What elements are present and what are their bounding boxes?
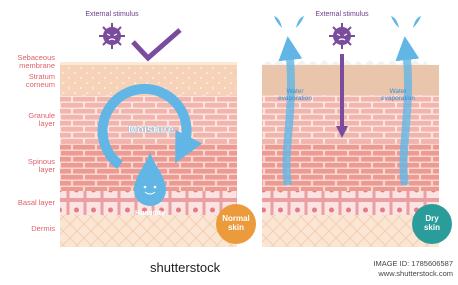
layer-label: Basal layer xyxy=(18,198,56,207)
label-line: Spinous xyxy=(28,157,55,166)
badge xyxy=(412,204,452,244)
footer: shutterstock IMAGE ID: 1785606587 www.sh… xyxy=(0,256,458,280)
stimulus-label: External stimulus xyxy=(85,11,139,18)
label-line: layer xyxy=(39,165,56,174)
layer-label: Stratum corneum xyxy=(26,72,55,89)
label-line: Granule xyxy=(28,111,55,120)
layer-label: Sebaceous membrane xyxy=(17,53,55,70)
dry-panel: External stimulus Water evaporation Water… xyxy=(274,11,452,244)
moisture-arrow xyxy=(97,83,203,170)
evaporation-arrow xyxy=(278,36,303,186)
label-line: membrane xyxy=(19,61,55,70)
label-line: corneum xyxy=(26,80,55,89)
layer-labels: Sebaceous membrane Stratum corneum Granule… xyxy=(17,53,55,233)
layer-label: Dermis xyxy=(31,224,55,233)
brand: shutterstock xyxy=(150,260,221,275)
badge-line: Normal xyxy=(222,214,250,223)
virus-icon xyxy=(99,23,125,49)
normal-panel: External stimulus Moisture Humidity Norm… xyxy=(85,11,256,244)
badge-label: Dry skin xyxy=(424,214,440,232)
url: www.shutterstock.com xyxy=(377,269,453,278)
normal-skin-block xyxy=(60,62,237,247)
virus-icon xyxy=(329,23,355,49)
evaporation-label: Water evaporation xyxy=(381,88,415,102)
label-line: layer xyxy=(39,119,56,128)
humidity-label: Humidity xyxy=(135,210,165,217)
stimulus-label: External stimulus xyxy=(315,11,369,18)
evaporation-arrow xyxy=(395,36,420,186)
badge-line: skin xyxy=(228,223,244,232)
label-line: Basal layer xyxy=(18,198,56,207)
blocked-check xyxy=(131,28,182,62)
water-drop xyxy=(134,150,166,206)
image-id: IMAGE ID: 1785606587 xyxy=(373,259,453,268)
badge xyxy=(216,204,256,244)
label-line: evaporation xyxy=(278,95,312,102)
label-line: Sebaceous xyxy=(17,53,55,62)
label-line: Water xyxy=(286,88,304,95)
evaporation-label: Water evaporation xyxy=(278,88,312,102)
badge-label: Normal skin xyxy=(222,214,250,232)
drop-face xyxy=(143,185,157,195)
badge-line: skin xyxy=(424,223,440,232)
label-line: Stratum xyxy=(29,72,55,81)
moisture-label: Moisture xyxy=(128,124,174,136)
label-line: Water xyxy=(389,88,407,95)
layer-label: Spinous layer xyxy=(28,157,56,174)
badge-line: Dry xyxy=(425,214,439,223)
splashes xyxy=(274,16,421,28)
label-line: evaporation xyxy=(381,95,415,102)
layer-label: Granule layer xyxy=(28,111,55,128)
label-line: Dermis xyxy=(31,224,55,233)
